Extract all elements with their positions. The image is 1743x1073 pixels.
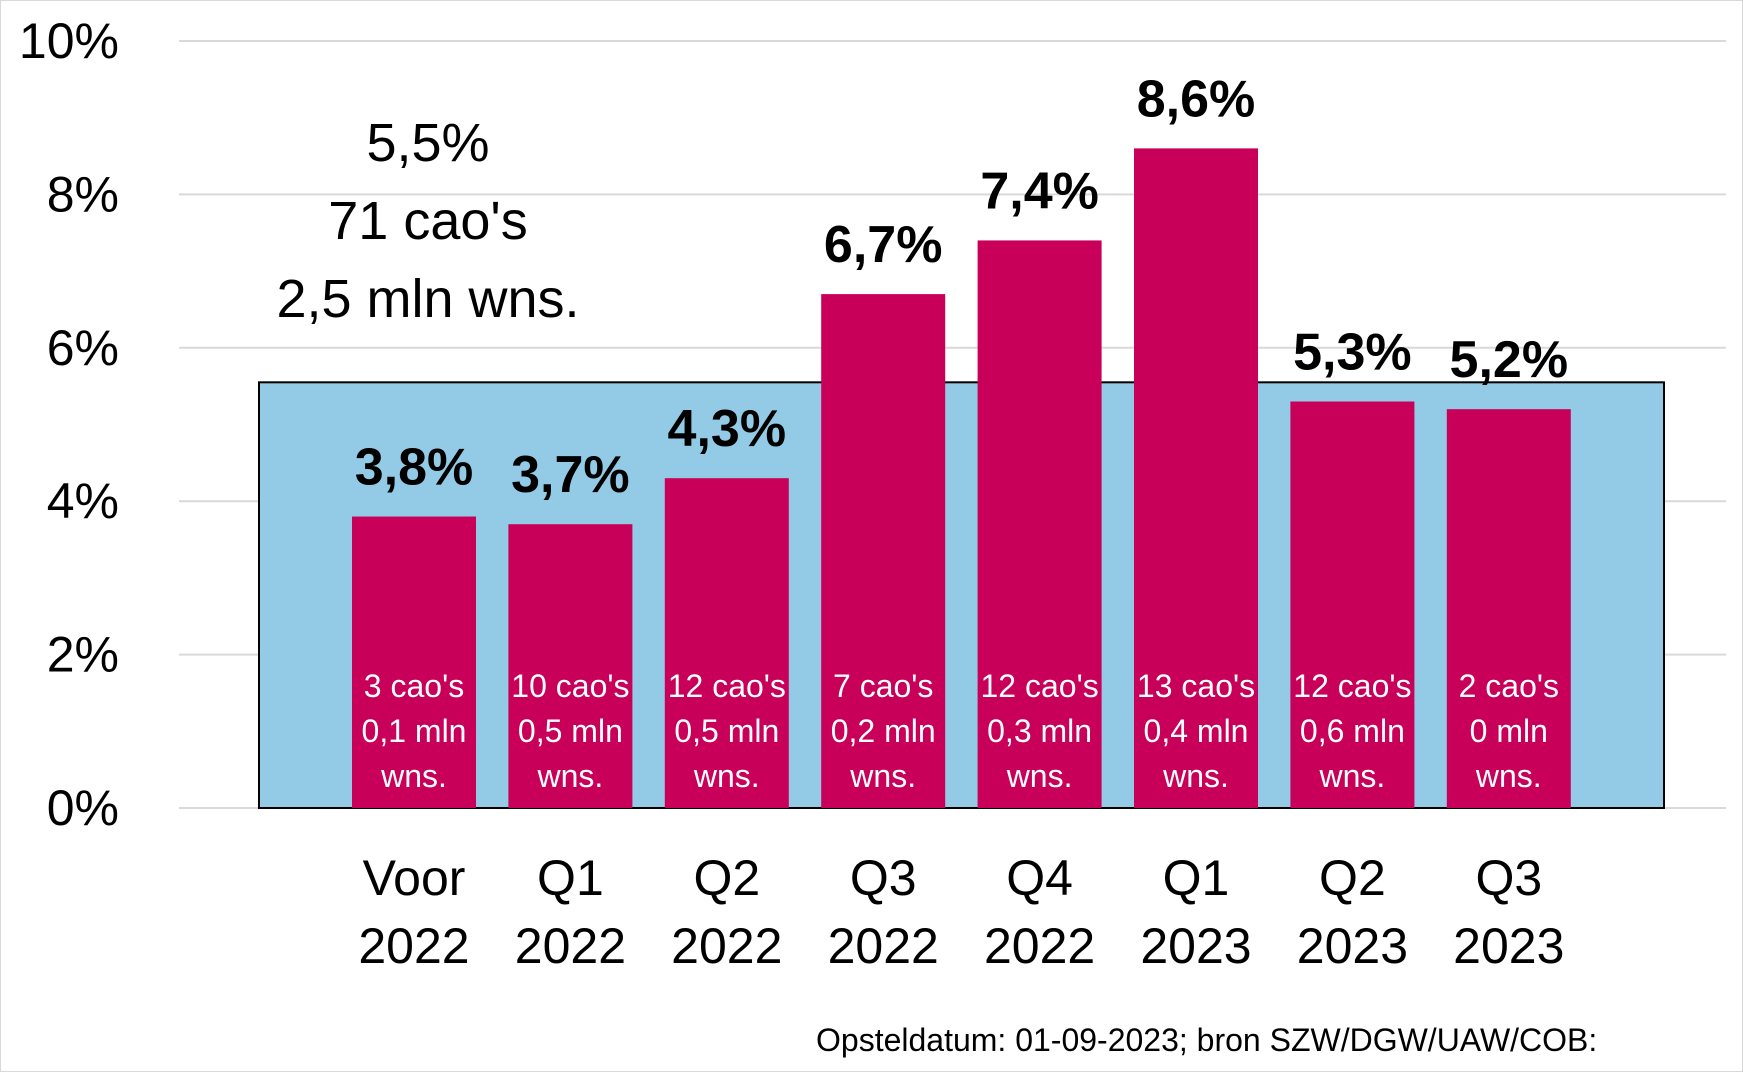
bar-note-line: 7 cao's: [833, 668, 933, 704]
bar-note-line: 10 cao's: [511, 668, 629, 704]
x-tick-label: 2022: [984, 918, 1095, 974]
x-tick-label: Q2: [693, 850, 760, 906]
x-tick-label: 2022: [358, 918, 469, 974]
bar-note-line: 2 cao's: [1459, 668, 1559, 704]
average-annotation-line: 5,5%: [366, 113, 489, 173]
bar-note-line: 0,1 mln: [362, 713, 467, 749]
bar-note-line: wns.: [1006, 758, 1073, 794]
bar-note-line: 0,2 mln: [831, 713, 936, 749]
x-tick-label: Voor: [363, 850, 466, 906]
x-tick-label: Q1: [1163, 850, 1230, 906]
x-axis: Voor 2022 Q1 2022 Q2 2022 Q3 2022 Q4 2022 Q1 2023 Q2…: [358, 850, 1564, 974]
x-tick-label: 2023: [1140, 918, 1251, 974]
x-tick-label: Q3: [1475, 850, 1542, 906]
bar: [664, 478, 789, 808]
bar-note-line: 13 cao's: [1137, 668, 1255, 704]
bar-value-label: 3,8%: [355, 439, 474, 497]
y-tick-label: 4%: [47, 473, 119, 529]
bar-note-line: 0,4 mln: [1144, 713, 1249, 749]
bar-note-line: 12 cao's: [1293, 668, 1411, 704]
bar-note-line: wns.: [1319, 758, 1386, 794]
bar-note-line: 0,5 mln: [518, 713, 623, 749]
bar-notes: 3 cao's 0,1 mln wns. 10 cao's 0,5 mln wns. 12 …: [362, 668, 1559, 794]
bar: [1134, 148, 1258, 808]
bar-note-line: 0,3 mln: [987, 713, 1092, 749]
bar-note-line: wns.: [1475, 758, 1542, 794]
value-labels: 3,8% 3,7% 4,3% 6,7% 7,4% 8,6% 5,3% 5,2%: [355, 70, 1568, 504]
y-axis: 0% 2% 4% 6% 8% 10%: [19, 13, 119, 836]
x-tick-label: Q3: [850, 850, 917, 906]
y-tick-label: 8%: [47, 166, 119, 222]
bar-value-label: 4,3%: [668, 400, 787, 458]
bar: [1290, 401, 1415, 808]
x-tick-label: 2022: [515, 918, 626, 974]
bar-value-label: 5,3%: [1293, 323, 1412, 381]
bar-note-line: 12 cao's: [981, 668, 1099, 704]
x-tick-label: 2023: [1453, 918, 1564, 974]
y-tick-label: 2%: [47, 627, 119, 683]
bar-note-line: 12 cao's: [668, 668, 786, 704]
x-tick-label: Q4: [1006, 850, 1073, 906]
average-annotation-line: 2,5 mln wns.: [276, 269, 579, 329]
average-annotation-line: 71 cao's: [328, 191, 527, 251]
bar-value-label: 5,2%: [1450, 331, 1569, 389]
bar-note-line: wns.: [537, 758, 604, 794]
y-tick-label: 10%: [19, 13, 119, 69]
bars: [352, 148, 1571, 809]
x-tick-label: 2022: [671, 918, 782, 974]
x-tick-label: 2022: [828, 918, 939, 974]
bar-note-line: 0,6 mln: [1300, 713, 1405, 749]
bar-note-line: wns.: [693, 758, 760, 794]
bar: [352, 516, 476, 808]
x-tick-label: Q1: [537, 850, 604, 906]
average-annotation: 5,5% 71 cao's 2,5 mln wns.: [276, 113, 579, 329]
bar-value-label: 8,6%: [1137, 70, 1256, 128]
bar: [821, 294, 946, 808]
x-tick-label: Q2: [1319, 850, 1386, 906]
bar-value-label: 3,7%: [511, 446, 630, 504]
bar-note-line: wns.: [1162, 758, 1229, 794]
bar-value-label: 7,4%: [980, 162, 1099, 220]
bar: [1446, 409, 1571, 808]
bar-note-line: wns.: [380, 758, 447, 794]
bar-note-line: 0 mln: [1470, 713, 1548, 749]
x-tick-label: 2023: [1297, 918, 1408, 974]
bar-note-line: 0,5 mln: [674, 713, 779, 749]
bar-value-label: 6,7%: [824, 216, 943, 274]
bar-note-line: 3 cao's: [364, 668, 464, 704]
bar-note-line: wns.: [849, 758, 916, 794]
bar: [977, 240, 1102, 809]
y-tick-label: 0%: [47, 780, 119, 836]
bar: [508, 524, 633, 808]
average-area: [258, 381, 1665, 809]
y-tick-label: 6%: [47, 320, 119, 376]
average-rect: [258, 381, 1665, 809]
source-note: Opsteldatum: 01-09-2023; bron SZW/DGW/UA…: [816, 1022, 1597, 1058]
